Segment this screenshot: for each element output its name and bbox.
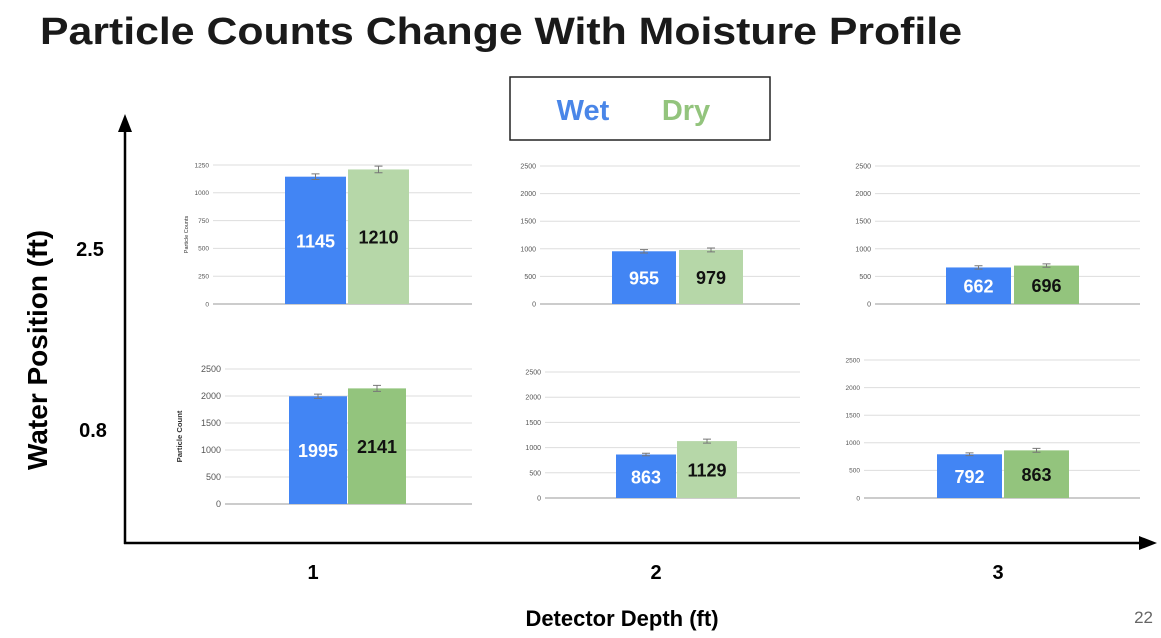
error-bar (640, 249, 648, 254)
row-label: 2.5 (76, 239, 104, 261)
y-tick-label: 2000 (846, 385, 861, 392)
y-tick-label: 500 (529, 470, 541, 477)
y-tick-label: 2500 (855, 163, 871, 170)
bar (679, 249, 743, 304)
value-label: 979 (696, 268, 726, 288)
error-bar (374, 165, 383, 174)
value-label: 696 (1031, 276, 1061, 296)
value-label: 955 (629, 269, 659, 289)
value-label: 2141 (357, 437, 397, 457)
error-bar (974, 265, 983, 270)
y-tick-label: 250 (198, 273, 209, 280)
y-tick-label: 1000 (520, 246, 536, 253)
y-tick-label: 1000 (525, 445, 541, 452)
bar (289, 396, 347, 504)
bar (937, 454, 1002, 498)
column-label: 2 (650, 562, 661, 584)
y-tick-label: 750 (198, 218, 209, 225)
y-tick-label: 0 (216, 499, 221, 509)
y-tick-label: 1000 (201, 445, 221, 455)
y-tick-label: 0 (537, 495, 541, 502)
y-tick-label: 2000 (855, 191, 871, 198)
y-tick-label: 2500 (201, 364, 221, 374)
column-label: 1 (307, 562, 318, 584)
bar (348, 388, 406, 504)
value-label: 662 (963, 277, 993, 297)
bar (348, 169, 409, 304)
bar (1014, 265, 1079, 304)
error-bar (1042, 263, 1051, 268)
slide-title: Particle Counts Change With Moisture Pro… (40, 11, 962, 53)
y-tick-label: 500 (198, 246, 209, 253)
y-tick-label: 0 (856, 495, 860, 502)
bar (616, 454, 676, 498)
y-tick-label: 1500 (520, 219, 536, 226)
error-bar (965, 452, 974, 457)
y-axis-title: Water Position (ft) (22, 230, 53, 470)
page-number: 22 (1134, 608, 1153, 627)
bar (612, 251, 676, 304)
legend-entry: Wet (557, 95, 610, 127)
y-tick-label: 1500 (201, 418, 221, 428)
value-label: 863 (631, 467, 661, 487)
y-tick-label: 1500 (855, 219, 871, 226)
y-tick-label: 1500 (525, 420, 541, 427)
error-bar (707, 247, 715, 253)
column-label: 3 (992, 562, 1003, 584)
value-label: 1145 (296, 231, 335, 251)
legend-entry: Dry (662, 95, 710, 127)
row-label: 0.8 (79, 420, 107, 442)
y-tick-label: 2500 (846, 357, 861, 364)
y-tick-label: 1250 (195, 162, 210, 169)
y-tick-label: 1000 (855, 246, 871, 253)
y-tick-label: 2500 (520, 163, 536, 170)
y-tick-label: 2000 (201, 391, 221, 401)
y-tick-label: 0 (867, 301, 871, 308)
x-axis-title: Detector Depth (ft) (525, 606, 718, 631)
value-label: 1210 (358, 228, 398, 248)
y-tick-label: 500 (859, 274, 871, 281)
error-bar (1032, 447, 1041, 453)
value-label: 863 (1021, 465, 1051, 485)
y-tick-label: 0 (532, 301, 536, 308)
x-axis-arrow (1139, 536, 1157, 550)
error-bar (703, 438, 711, 444)
legend-box (509, 76, 771, 141)
y-tick-label: 1000 (195, 190, 210, 197)
y-axis-arrow (118, 114, 132, 132)
y-tick-label: 2500 (525, 369, 541, 376)
y-tick-label: 2000 (520, 191, 536, 198)
bar (285, 176, 346, 304)
y-tick-label: 2000 (525, 395, 541, 402)
value-label: 1129 (687, 461, 726, 481)
value-label: 792 (954, 467, 984, 487)
bar (677, 441, 737, 498)
y-tick-label: 500 (849, 468, 860, 475)
y-axis-label: Particle Count (175, 410, 184, 462)
y-tick-label: 500 (524, 274, 536, 281)
y-tick-label: 1500 (846, 412, 861, 419)
error-bar (642, 452, 650, 457)
y-tick-label: 0 (205, 301, 209, 308)
error-bar (311, 173, 320, 180)
error-bar (314, 393, 322, 399)
value-label: 1995 (298, 441, 338, 461)
error-bar (373, 384, 381, 392)
bar (946, 267, 1011, 304)
bar (1004, 450, 1069, 498)
y-tick-label: 1000 (846, 440, 861, 447)
y-tick-label: 500 (206, 472, 221, 482)
y-axis-label: Particle Counts (184, 216, 190, 254)
